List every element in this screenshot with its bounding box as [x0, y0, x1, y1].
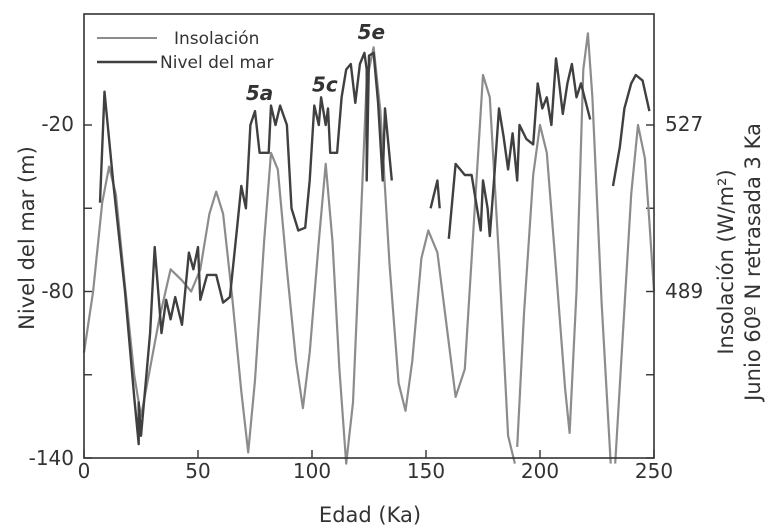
series-layer: [82, 32, 656, 465]
y2-tick-527: 527: [665, 112, 703, 136]
annotations: 5a 5c 5e: [246, 20, 385, 105]
insolacion-series-line-1: [516, 32, 612, 464]
nivel-del-mar-series-line-2: [447, 57, 592, 239]
insolacion-series-line-2: [614, 123, 656, 464]
y2-axis-title-line1: Insolación (W/m²): [714, 169, 738, 354]
annotation-5c: 5c: [312, 73, 338, 97]
x-tick-200: 200: [521, 459, 559, 483]
x-tick-100: 100: [293, 459, 331, 483]
plot-frame: [83, 13, 655, 459]
x-tick-labels: 0 50 100 150 200 250: [78, 459, 673, 483]
x-tick-50: 50: [185, 459, 210, 483]
annotation-5a: 5a: [246, 81, 273, 105]
y2-axis-title-line2: Junio 60º N retrasada 3 Ka: [741, 123, 765, 403]
nivel-del-mar-series-line-0: [98, 51, 393, 446]
y-tick-minus20: -20: [41, 112, 74, 136]
tick-marks: [83, 124, 655, 459]
legend-label-nivel-del-mar: Nivel del mar: [160, 53, 273, 73]
x-tick-250: 250: [635, 459, 673, 483]
y2-tick-489: 489: [665, 279, 703, 303]
x-tick-150: 150: [407, 459, 445, 483]
nivel-del-mar-series-line-3: [611, 73, 651, 187]
annotation-5e: 5e: [358, 20, 385, 44]
insolacion-series-line-0: [82, 46, 516, 465]
y-tick-labels: -20 -80 -140: [29, 112, 74, 470]
y-tick-minus80: -80: [41, 279, 74, 303]
y-tick-minus140: -140: [29, 446, 74, 470]
x-tick-0: 0: [78, 459, 91, 483]
nivel-del-mar-series-line-1: [429, 179, 441, 209]
x-axis-title: Edad (Ka): [319, 503, 421, 527]
legend-label-insolacion: Insolación: [174, 29, 259, 49]
y-axis-title: Nivel del mar (m): [15, 146, 39, 330]
y2-tick-labels: 527 489: [665, 112, 703, 303]
legend: Insolación Nivel del mar: [97, 29, 273, 73]
